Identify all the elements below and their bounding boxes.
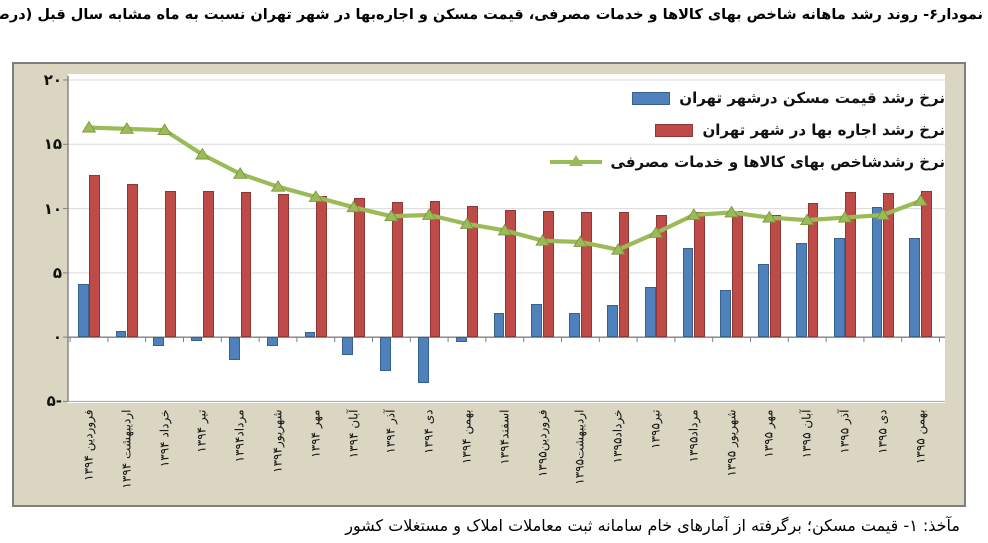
- x-axis-label: مهر ۱۳۹۴: [308, 409, 323, 458]
- rent-bar: [505, 209, 516, 338]
- x-axis-label: آذر ۱۳۹۵: [837, 409, 852, 454]
- housing-price-bar: [909, 238, 921, 338]
- housing-price-bar: [531, 303, 543, 338]
- rent-bar: [769, 214, 781, 338]
- source-note: مآخذ: ۱- قیمت مسکن؛ برگرفته از آمارهای خ…: [345, 516, 960, 535]
- x-axis-label: شهریور۱۳۹۴: [270, 409, 285, 473]
- rent-bar: [807, 203, 819, 338]
- x-axis-label: بهمن ۱۳۹۴: [459, 409, 474, 465]
- rent-bar: [845, 191, 857, 338]
- housing-price-bar: [569, 312, 580, 338]
- rent-bar: [580, 212, 592, 338]
- x-axis-label: اردیبهشت۱۳۹۵: [572, 409, 587, 485]
- housing-price-bar: [229, 337, 240, 361]
- legend-label-cpi: نرخ رشدشاخص بهای کالاها و خدمات مصرفی: [610, 153, 945, 171]
- legend-swatch-housing-price: [632, 91, 671, 105]
- y-axis-label: ۱۵: [43, 135, 62, 154]
- legend-item-housing-price: نرخ رشد قیمت مسکن درشهر تهران: [632, 88, 945, 108]
- housing-price-bar: [418, 337, 429, 384]
- rent-bar: [732, 211, 743, 338]
- x-axis-label: مهر ۱۳۹۵: [761, 409, 776, 458]
- rent-bar: [165, 190, 176, 338]
- rent-bar: [921, 190, 932, 338]
- rent-bar: [391, 202, 403, 338]
- rent-bar: [278, 194, 290, 338]
- legend: نرخ رشد قیمت مسکن درشهر تهران نرخ رشد اج…: [549, 88, 945, 172]
- housing-price-bar: [758, 263, 769, 338]
- housing-price-bar: [304, 331, 316, 338]
- y-axis-label: ۵: [52, 263, 62, 282]
- housing-price-bar: [342, 337, 354, 356]
- rent-bar: [89, 175, 101, 338]
- housing-price-bar: [153, 337, 165, 347]
- housing-price-bar: [607, 304, 618, 338]
- chart-title: نمودار۶- روند رشد ماهانه شاخص بهای کالاه…: [0, 7, 983, 23]
- x-axis-label: فروردین ۱۳۹۴: [81, 409, 96, 481]
- rent-bar: [543, 211, 554, 338]
- housing-price-bar: [266, 337, 278, 347]
- housing-price-bar: [115, 330, 127, 338]
- legend-item-rent: نرخ رشد اجاره بها در شهر تهران: [655, 120, 945, 140]
- x-axis-label: اسفند۱۳۹۴: [497, 409, 512, 465]
- housing-price-bar: [682, 248, 694, 338]
- y-axis-label: ۰: [52, 328, 62, 347]
- rent-bar: [618, 212, 630, 338]
- housing-price-bar: [455, 337, 467, 343]
- rent-bar: [467, 205, 479, 338]
- legend-marker-cpi: [549, 152, 602, 172]
- x-axis-label: اردیبهشت ۱۳۹۴: [119, 409, 134, 489]
- x-axis-label: آبان ۱۳۹۵: [799, 409, 814, 459]
- x-axis-label: شهریور ۱۳۹۵: [724, 409, 739, 477]
- legend-swatch-rent: [655, 123, 694, 137]
- housing-price-bar: [720, 289, 732, 338]
- x-axis-label: مرداد۱۳۹۵: [686, 409, 701, 463]
- x-axis-label: بهمن ۱۳۹۵: [913, 409, 928, 465]
- housing-price-bar: [380, 337, 391, 371]
- x-axis-label: تیر۱۳۹۵: [648, 409, 663, 449]
- legend-item-cpi: نرخ رشدشاخص بهای کالاها و خدمات مصرفی: [549, 152, 945, 172]
- x-axis-label: خرداد ۱۳۹۴: [157, 409, 172, 468]
- rent-bar: [354, 198, 365, 338]
- rent-bar: [883, 193, 894, 338]
- housing-price-bar: [871, 207, 883, 338]
- housing-price-bar: [833, 238, 845, 338]
- housing-price-bar: [77, 284, 89, 338]
- x-axis-label: مرداد۱۳۹۴: [232, 409, 247, 463]
- legend-label-housing-price: نرخ رشد قیمت مسکن درشهر تهران: [679, 89, 945, 107]
- x-axis-label: دی ۱۳۹۴: [421, 409, 436, 454]
- legend-label-rent: نرخ رشد اجاره بها در شهر تهران: [702, 121, 945, 139]
- y-axis-label: ۱۰: [43, 199, 62, 218]
- x-axis-label: دی ۱۳۹۵: [875, 409, 890, 454]
- housing-price-bar: [191, 337, 202, 341]
- y-axis-label: -۵: [46, 392, 62, 411]
- x-axis-label: آذر ۱۳۹۴: [383, 409, 398, 454]
- housing-price-bar: [644, 286, 656, 338]
- rent-bar: [202, 190, 214, 338]
- x-axis-label: تیر ۱۳۹۴: [194, 409, 209, 453]
- x-axis-label: خرداد۱۳۹۵: [610, 409, 625, 464]
- housing-price-bar: [796, 243, 807, 338]
- housing-price-bar: [493, 312, 505, 338]
- rent-bar: [429, 200, 441, 338]
- rent-bar: [316, 195, 327, 338]
- x-axis-label: آبان ۱۳۹۴: [346, 409, 361, 459]
- x-axis-label: فروردین۱۳۹۵: [535, 409, 550, 478]
- rent-bar: [656, 214, 668, 338]
- rent-bar: [694, 212, 705, 338]
- rent-bar: [240, 191, 252, 338]
- rent-bar: [127, 184, 138, 338]
- y-axis-label: ۲۰: [43, 71, 62, 89]
